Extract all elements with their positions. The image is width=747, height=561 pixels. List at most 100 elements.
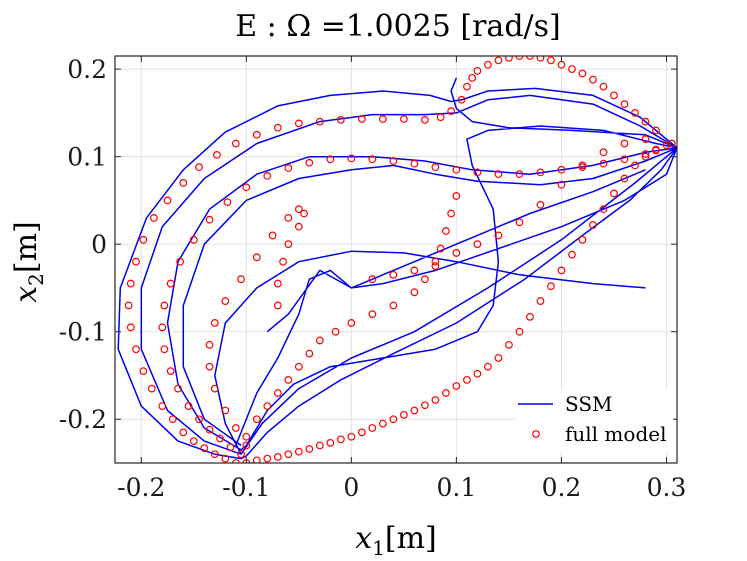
full-model-marker <box>305 349 314 358</box>
full-model-marker <box>237 450 245 459</box>
full-model-marker <box>420 115 429 124</box>
full-model-marker <box>494 170 503 179</box>
plot-clipped-group <box>117 56 677 463</box>
x-tick-label: 0 <box>343 473 359 502</box>
plot-area-frame <box>114 55 678 464</box>
full-model-marker <box>368 424 377 432</box>
full-model-marker <box>273 279 282 288</box>
full-model-marker <box>631 161 639 170</box>
full-model-marker <box>160 301 169 310</box>
y-tick-label: 0 <box>91 230 107 259</box>
full-model-marker <box>473 168 482 177</box>
full-model-marker <box>357 115 366 123</box>
full-model-marker <box>268 231 277 240</box>
full-model-marker <box>242 441 251 450</box>
full-model-marker <box>368 275 377 284</box>
full-model-marker <box>284 164 293 172</box>
full-model-marker <box>147 384 156 393</box>
full-model-marker <box>494 354 503 362</box>
full-model-marker <box>557 165 566 174</box>
x-tick-label: 0.1 <box>437 473 477 502</box>
full-model-marker <box>189 235 198 244</box>
full-model-marker <box>284 214 293 222</box>
full-model-marker <box>221 297 230 305</box>
full-model-marker <box>610 189 618 198</box>
full-model-marker <box>163 196 172 205</box>
full-model-marker <box>231 459 240 463</box>
y-tick-label: -0.2 <box>59 405 107 434</box>
full-model-marker <box>305 445 314 453</box>
full-model-marker <box>336 115 345 124</box>
full-model-marker <box>273 123 282 132</box>
full-model-marker <box>441 389 450 397</box>
full-model-marker <box>473 66 482 75</box>
full-model-marker <box>505 340 513 349</box>
full-model-marker <box>294 447 303 456</box>
full-model-marker <box>526 312 534 321</box>
full-model-marker <box>667 139 676 148</box>
full-model-marker <box>452 192 461 200</box>
full-model-marker <box>431 257 440 266</box>
full-model-marker <box>620 100 629 109</box>
y-axis-ticks: -0.2 -0.1 0 0.1 0.2 <box>59 55 677 434</box>
full-model-marker <box>578 235 587 244</box>
full-model-marker <box>273 389 282 397</box>
full-model-marker <box>294 119 303 128</box>
full-model-marker <box>536 200 545 209</box>
full-model-marker <box>205 425 214 434</box>
full-model-marker <box>273 452 282 461</box>
legend-full-model-marker <box>532 430 540 438</box>
full-model-marker <box>189 437 198 446</box>
full-model-marker <box>263 454 272 463</box>
full-model-marker <box>166 367 175 375</box>
full-model-marker <box>315 441 324 450</box>
full-model-marker <box>205 340 214 349</box>
full-model-marker <box>300 209 308 218</box>
full-model-marker <box>536 297 545 305</box>
legend-ssm-label: SSM <box>565 392 613 416</box>
full-model-marker <box>473 240 482 249</box>
full-model-marker <box>463 375 471 384</box>
full-model-marker <box>589 221 597 229</box>
full-model-marker <box>662 141 671 150</box>
y-axis-label: x2[m] <box>9 221 48 303</box>
full-model-marker <box>457 95 466 104</box>
full-model-marker <box>331 327 340 336</box>
y-axis-label-unit: [m] <box>9 221 44 273</box>
full-model-marker <box>226 443 235 452</box>
full-model-marker <box>294 362 303 371</box>
full-model-marker <box>557 180 566 189</box>
full-model-marker <box>599 205 608 214</box>
full-model-marker <box>160 345 169 354</box>
chart-title: E : Ω =1.0025 [rad/s] <box>235 9 560 44</box>
full-model-marker <box>652 146 660 155</box>
full-model-marker <box>326 155 335 164</box>
full-model-marker <box>132 257 140 266</box>
full-model-marker <box>252 456 261 463</box>
full-model-marker <box>641 152 650 161</box>
full-model-marker <box>436 113 445 122</box>
full-model-marker <box>223 198 232 207</box>
full-model-marker <box>389 301 398 310</box>
full-model-marker <box>305 158 314 167</box>
full-model-marker <box>149 214 158 222</box>
full-model-marker <box>315 336 324 345</box>
full-model-marker <box>410 406 419 415</box>
full-model-marker <box>431 163 440 172</box>
full-model-marker <box>168 415 177 424</box>
full-model-marker <box>294 205 303 214</box>
full-model-marker <box>139 235 148 244</box>
full-model-marker <box>252 415 261 424</box>
full-model-marker <box>166 279 175 288</box>
full-model-marker <box>620 139 629 148</box>
y-tick-label: 0.2 <box>67 55 107 84</box>
full-model-marker <box>237 275 245 284</box>
full-model-marker <box>179 179 188 187</box>
full-model-marker <box>284 450 293 459</box>
full-model-marker <box>368 155 377 164</box>
full-model-marker <box>126 279 135 288</box>
full-model-marker <box>132 345 140 354</box>
full-model-marker <box>221 406 230 415</box>
x-tick-label: -0.2 <box>117 473 165 502</box>
